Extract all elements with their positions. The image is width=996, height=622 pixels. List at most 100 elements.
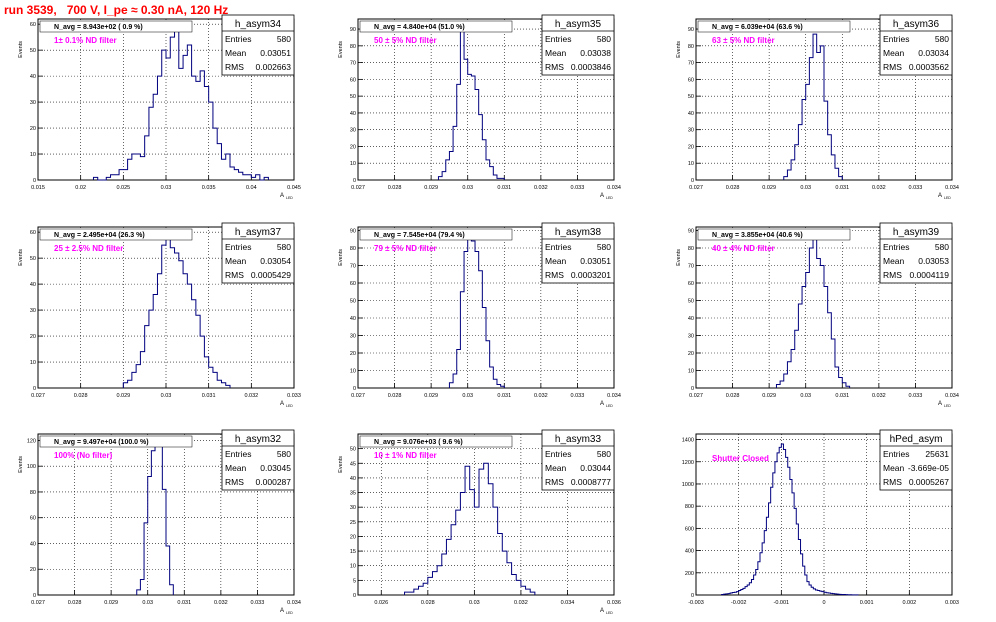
x-tick-label: 0.034 — [287, 600, 301, 606]
x-tick-label: 0.03 — [800, 393, 811, 399]
histogram-panel-h_asym32: 0.027 0.028 0.029 0.03 0.031 0.032 0.033 0.034 0… — [18, 429, 301, 615]
stats-title: h_asym39 — [893, 227, 940, 238]
stats-key-entries: Entries — [883, 34, 909, 44]
y-tick-label: 30 — [350, 128, 356, 134]
y-tick-label: 30 — [350, 505, 356, 511]
x-tick-label: 0.029 — [424, 185, 438, 191]
y-tick-label: 20 — [30, 126, 36, 132]
x-axis-title: A — [938, 401, 942, 407]
y-tick-label: 20 — [350, 351, 356, 357]
plot-frame — [357, 18, 615, 181]
y-tick-label: 35 — [350, 491, 356, 497]
x-tick-label: 0.033 — [909, 185, 923, 191]
stats-key-mean: Mean — [545, 48, 567, 58]
navg-box — [697, 228, 851, 241]
x-tick-label: 0 — [822, 600, 825, 606]
stats-key-rms: RMS — [225, 477, 244, 487]
y-tick-label: 30 — [30, 308, 36, 314]
stats-title: h_asym35 — [555, 19, 602, 30]
x-tick-label: 0.015 — [31, 185, 45, 191]
navg-box — [39, 228, 193, 241]
x-tick-label: 0.027 — [689, 185, 703, 191]
x-tick-label: 0.027 — [351, 393, 365, 399]
y-tick-label: 800 — [685, 504, 694, 510]
x-tick-label: 0.033 — [571, 185, 585, 191]
plot-frame — [37, 433, 295, 596]
x-tick-label: 0.028 — [726, 393, 740, 399]
histogram-outline — [122, 234, 231, 388]
y-tick-label: 20 — [30, 567, 36, 573]
stats-value-rms: 0.0003562 — [909, 62, 949, 72]
stats-value-entries: 580 — [597, 449, 611, 459]
y-tick-label: 90 — [350, 229, 356, 235]
y-tick-label: 30 — [350, 334, 356, 340]
y-tick-label: 60 — [688, 281, 694, 287]
x-tick-label: 0.001 — [860, 600, 874, 606]
x-tick-label: 0.04 — [246, 185, 257, 191]
x-axis-title-subscript: LED — [286, 404, 293, 408]
stats-value-mean: 0.03051 — [260, 48, 291, 58]
navg-box — [697, 20, 851, 33]
navg-label: N_avg = 2.495e+04 (26.3 %) — [54, 232, 145, 239]
stats-key-mean: Mean — [883, 256, 905, 266]
stats-value-rms: 0.0003846 — [571, 62, 611, 72]
y-tick-label: 50 — [350, 94, 356, 100]
navg-label: N_avg = 3.855e+04 (40.6 %) — [712, 232, 803, 239]
x-tick-label: 0.028 — [68, 600, 82, 606]
x-tick-label: 0.03 — [142, 600, 153, 606]
x-axis-title: A — [600, 608, 604, 614]
stats-key-entries: Entries — [225, 242, 251, 252]
y-tick-label: 15 — [350, 549, 356, 555]
y-tick-label: 40 — [350, 111, 356, 117]
x-tick-label: 0.029 — [424, 393, 438, 399]
x-tick-label: 0.027 — [689, 393, 703, 399]
y-axis-title: Events — [338, 41, 344, 58]
y-tick-label: 40 — [30, 282, 36, 288]
filter-annotation: 25 ± 2.5% ND filter — [54, 244, 123, 253]
x-axis-title-subscript: LED — [944, 404, 951, 408]
x-tick-label: 0.028 — [388, 393, 402, 399]
stats-value-rms: 0.0008777 — [571, 477, 611, 487]
histogram-panel-h_asym34: 0.015 0.02 0.025 0.03 0.035 0.04 0.045 0 10 20 30 4… — [18, 14, 301, 200]
x-tick-label: 0.027 — [31, 600, 45, 606]
stats-value-mean: 0.03045 — [260, 463, 291, 473]
y-tick-label: 50 — [688, 299, 694, 305]
stats-title: h_asym32 — [235, 434, 282, 445]
y-axis-title: Events — [338, 249, 344, 266]
x-tick-label: 0.03 — [462, 393, 473, 399]
x-tick-label: 0.032 — [534, 393, 548, 399]
y-tick-label: 200 — [685, 571, 694, 577]
x-tick-label: 0.031 — [835, 185, 849, 191]
filter-annotation: 100% (No filter) — [54, 451, 113, 460]
run-title: run 3539, 700 V, I_pe ≈ 0.30 nA, 120 Hz — [4, 3, 229, 17]
x-tick-label: 0.028 — [74, 393, 88, 399]
y-tick-label: 0 — [33, 386, 36, 392]
stats-value-entries: 25631 — [925, 449, 949, 459]
stats-key-rms: RMS — [883, 270, 902, 280]
stats-box — [221, 222, 295, 284]
histogram-outline — [448, 233, 505, 388]
stats-title: hPed_asym — [890, 434, 943, 445]
stats-key-entries: Entries — [545, 242, 571, 252]
x-tick-label: 0.025 — [116, 185, 130, 191]
y-tick-label: 10 — [350, 564, 356, 570]
stats-key-mean: Mean — [225, 463, 247, 473]
y-tick-label: 25 — [350, 520, 356, 526]
y-tick-label: 30 — [30, 100, 36, 106]
stats-key-entries: Entries — [883, 242, 909, 252]
filter-annotation: 40 ± 4% ND filter — [712, 244, 775, 253]
navg-box — [359, 20, 513, 33]
y-tick-label: 0 — [691, 386, 694, 392]
y-tick-label: 40 — [688, 111, 694, 117]
stats-box — [879, 429, 953, 491]
y-tick-label: 45 — [350, 461, 356, 467]
y-tick-label: 70 — [688, 61, 694, 67]
y-tick-label: 50 — [350, 299, 356, 305]
stats-value-entries: 580 — [597, 242, 611, 252]
y-tick-label: 60 — [30, 22, 36, 28]
y-tick-label: 50 — [30, 256, 36, 262]
x-tick-label: 0.027 — [351, 185, 365, 191]
x-tick-label: 0.034 — [607, 185, 621, 191]
histogram-outline — [775, 233, 851, 388]
x-tick-label: 0.026 — [374, 600, 388, 606]
